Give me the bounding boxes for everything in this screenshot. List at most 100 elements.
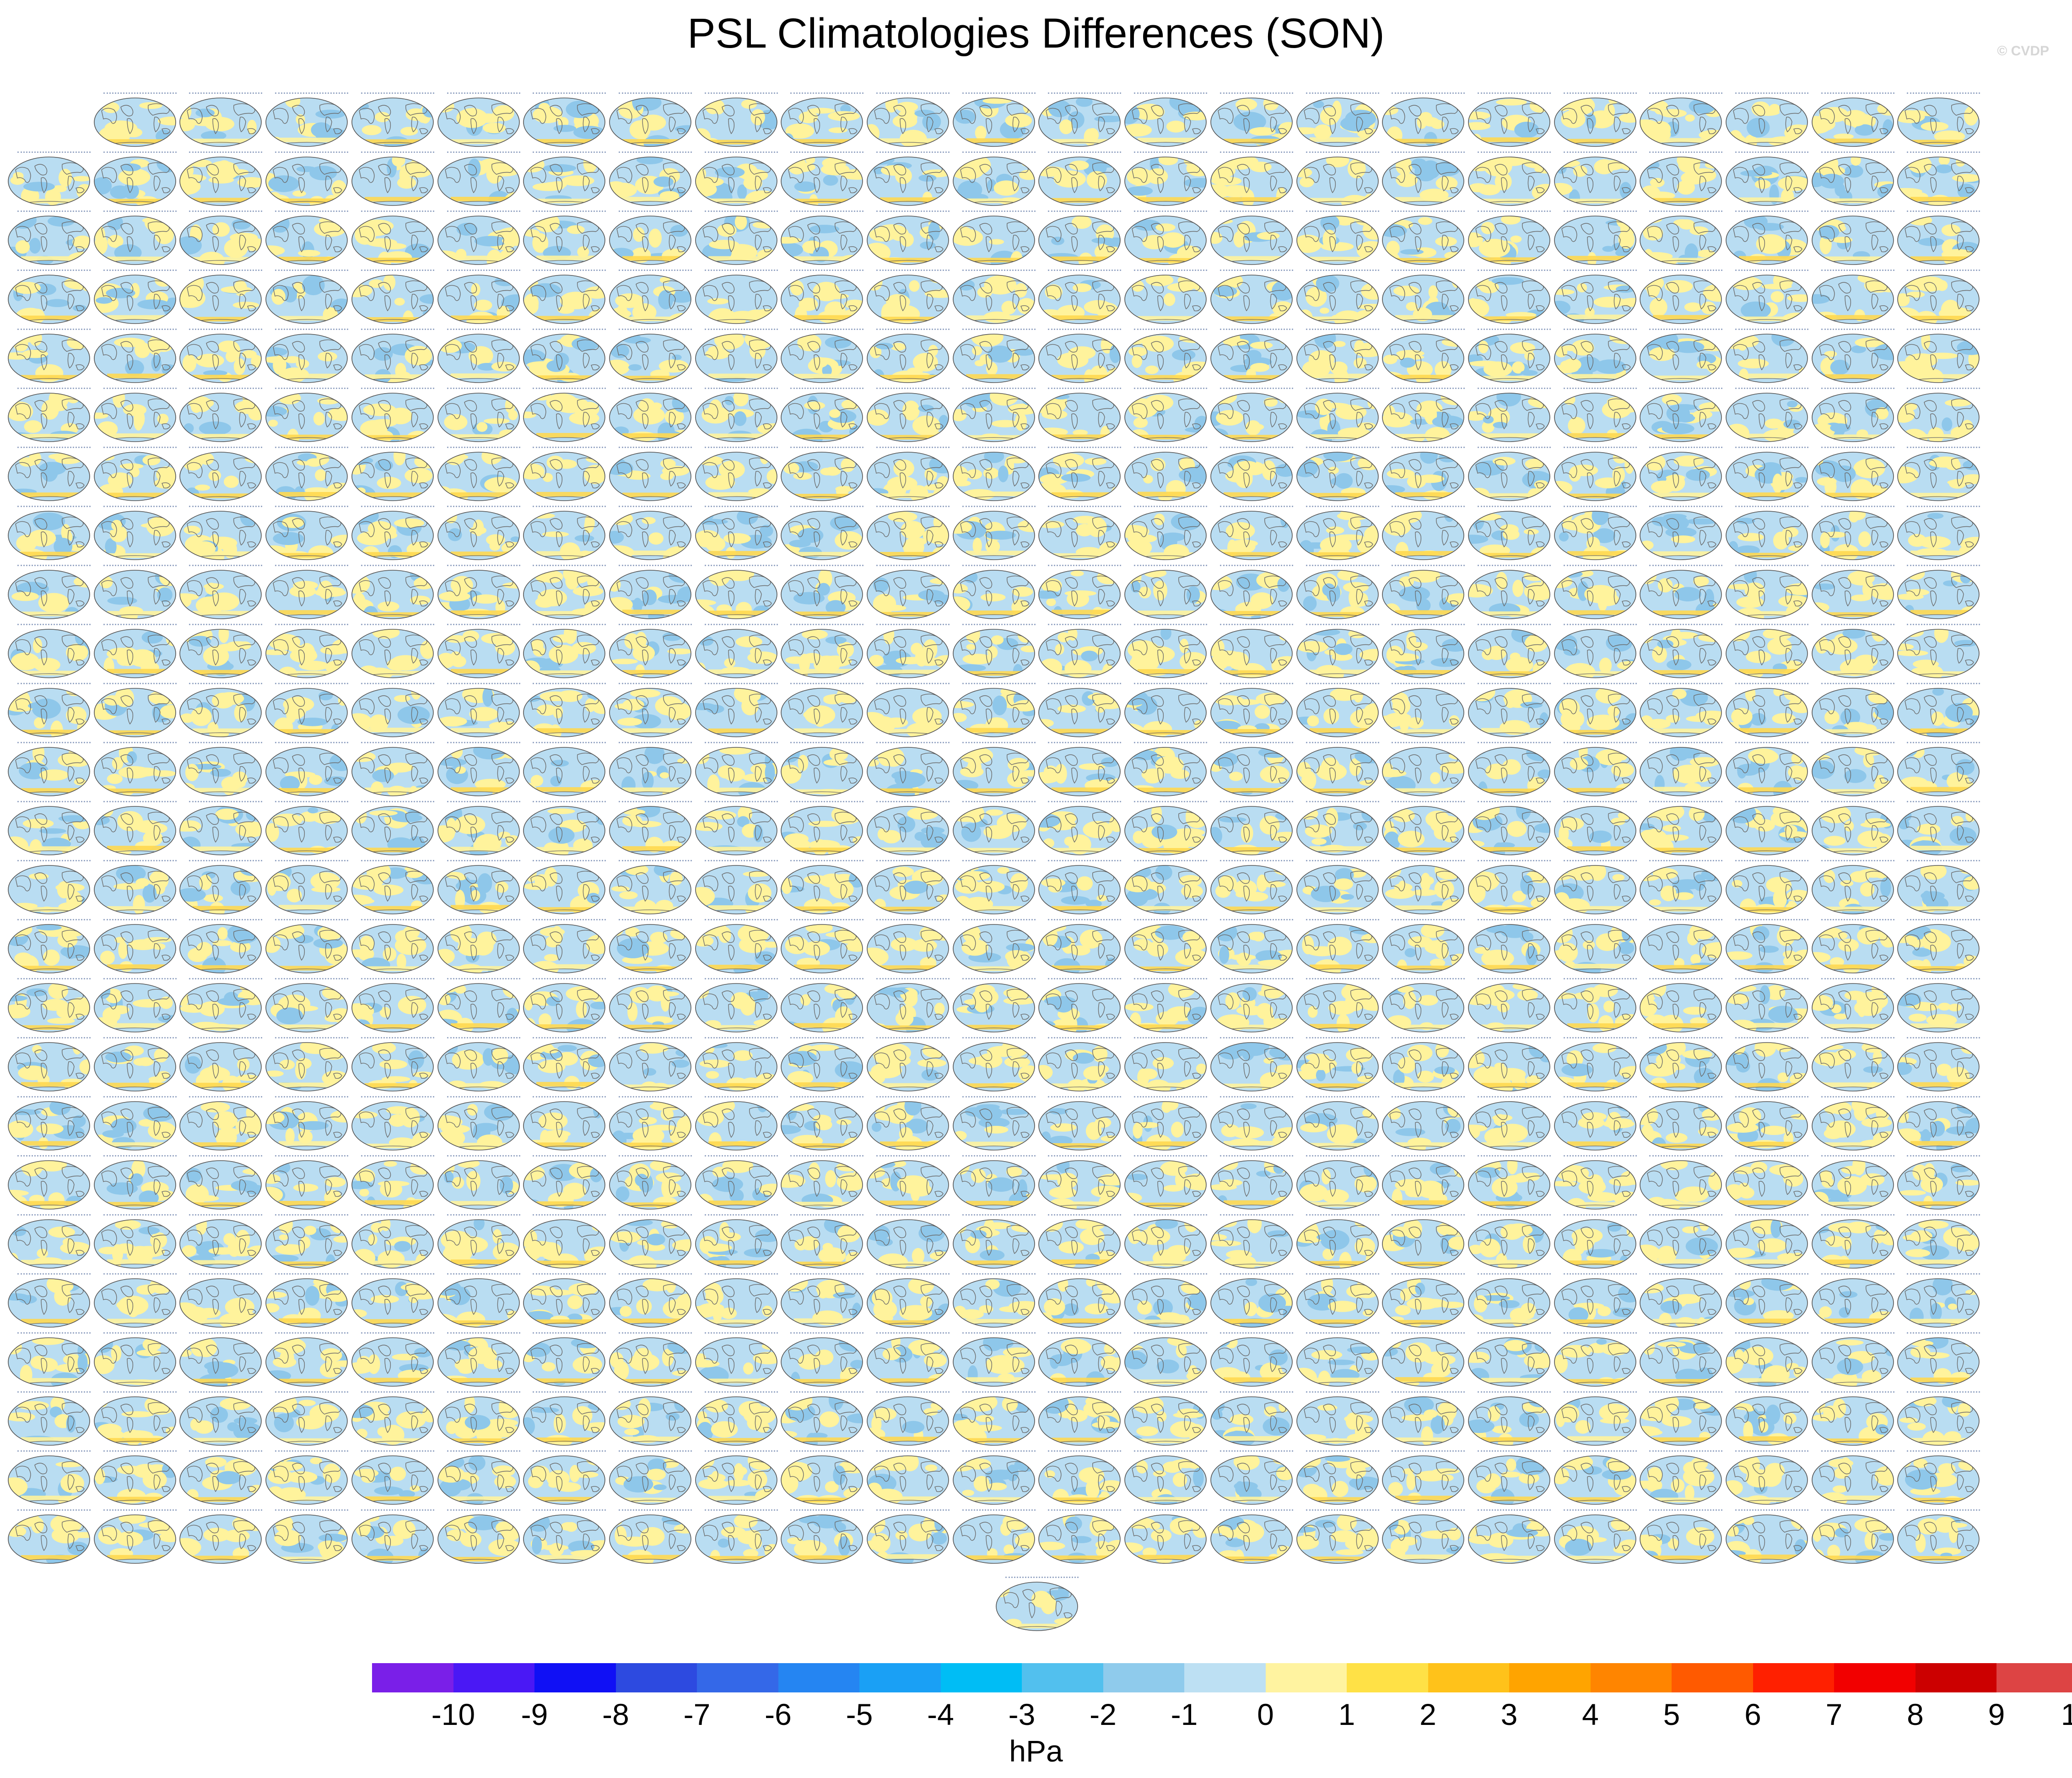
map-panel bbox=[1893, 623, 1985, 680]
globe-map bbox=[1038, 1278, 1121, 1328]
panel-title bbox=[103, 1509, 177, 1515]
globe-map bbox=[351, 865, 434, 914]
panel-title bbox=[533, 211, 606, 216]
panel-title bbox=[1735, 388, 1808, 393]
globe-map bbox=[1812, 1160, 1894, 1210]
map-panel bbox=[1292, 564, 1384, 621]
globe-map bbox=[179, 1396, 262, 1446]
globe-map bbox=[351, 1337, 434, 1387]
panel-title bbox=[1392, 329, 1465, 334]
globe-map bbox=[523, 570, 605, 619]
map-panel bbox=[1893, 1331, 1985, 1388]
globe-map bbox=[1554, 216, 1636, 265]
map-panel bbox=[433, 1449, 525, 1506]
map-panel bbox=[949, 1390, 1040, 1447]
globe-map bbox=[437, 1160, 520, 1210]
globe-map bbox=[609, 1042, 691, 1092]
panel-title bbox=[447, 1096, 520, 1102]
map-panel bbox=[1721, 859, 1813, 916]
map-panel bbox=[261, 918, 353, 975]
map-panel bbox=[1808, 1331, 1899, 1388]
map-panel bbox=[777, 269, 868, 325]
globe-map bbox=[8, 511, 90, 560]
globe-map bbox=[1124, 334, 1207, 383]
globe-map bbox=[94, 1455, 176, 1505]
panel-title bbox=[1392, 1037, 1465, 1043]
globe-map bbox=[523, 275, 605, 324]
colorbar-tick-label: 5 bbox=[1663, 1697, 1680, 1731]
map-panel bbox=[1292, 859, 1384, 916]
colorbar-box bbox=[534, 1663, 616, 1692]
map-panel bbox=[1378, 505, 1469, 562]
colorbar-box bbox=[859, 1663, 941, 1692]
map-panel bbox=[1721, 269, 1813, 325]
panel-title bbox=[790, 919, 863, 924]
panel-title bbox=[1220, 151, 1293, 157]
panel-title bbox=[962, 329, 1036, 334]
map-panel bbox=[1808, 918, 1899, 975]
globe-map bbox=[437, 1337, 520, 1387]
map-panel bbox=[777, 682, 868, 739]
globe-map bbox=[179, 865, 262, 914]
map-panel bbox=[1378, 92, 1469, 148]
panel-title bbox=[275, 1273, 348, 1279]
panel-title bbox=[962, 1214, 1036, 1220]
map-panel bbox=[1808, 269, 1899, 325]
colorbar-tick-label: 4 bbox=[1582, 1697, 1599, 1731]
map-panel bbox=[605, 1390, 696, 1447]
map-panel bbox=[863, 1154, 954, 1211]
globe-map bbox=[1897, 1396, 1980, 1446]
globe-map bbox=[8, 275, 90, 324]
map-panel bbox=[519, 1095, 610, 1152]
globe-map bbox=[8, 747, 90, 796]
panel-title bbox=[361, 329, 434, 334]
globe-map bbox=[265, 924, 348, 973]
globe-map bbox=[1038, 747, 1121, 796]
globe-map bbox=[94, 688, 176, 737]
globe-map bbox=[1038, 216, 1121, 265]
panel-title bbox=[705, 447, 778, 452]
panel-title bbox=[1220, 506, 1293, 511]
map-panel bbox=[261, 446, 353, 503]
map-panel bbox=[347, 859, 439, 916]
globe-map bbox=[94, 393, 176, 442]
panel-title bbox=[1564, 919, 1637, 924]
map-panel bbox=[1206, 1390, 1298, 1447]
globe-map bbox=[8, 629, 90, 678]
globe-map bbox=[1468, 1337, 1550, 1387]
panel-title bbox=[103, 978, 177, 984]
panel-title bbox=[189, 978, 262, 984]
globe-map bbox=[94, 1042, 176, 1092]
map-panel bbox=[1635, 1036, 1727, 1093]
panel-title bbox=[1564, 1096, 1637, 1102]
panel-title bbox=[533, 329, 606, 334]
map-panel bbox=[949, 623, 1040, 680]
colorbar-tick-label: -6 bbox=[765, 1697, 792, 1731]
panel-title bbox=[1735, 683, 1808, 688]
map-panel bbox=[1721, 210, 1813, 266]
globe-map bbox=[265, 275, 348, 324]
map-panel bbox=[519, 328, 610, 384]
panel-title bbox=[1306, 1391, 1379, 1397]
globe-map bbox=[1210, 1042, 1293, 1092]
panel-title bbox=[1735, 565, 1808, 570]
globe-map bbox=[1382, 747, 1464, 796]
globe-map bbox=[351, 983, 434, 1032]
globe-map bbox=[953, 865, 1035, 914]
map-panel bbox=[1378, 151, 1469, 207]
panel-title bbox=[1478, 624, 1551, 629]
map-panel bbox=[1464, 1154, 1555, 1211]
panel-title bbox=[1735, 92, 1808, 98]
map-panel bbox=[261, 269, 353, 325]
globe-map bbox=[953, 1455, 1035, 1505]
panel-title bbox=[619, 919, 692, 924]
globe-map bbox=[265, 1219, 348, 1269]
map-panel bbox=[1034, 682, 1126, 739]
map-panel bbox=[1550, 1508, 1641, 1565]
map-panel bbox=[605, 92, 696, 148]
map-panel bbox=[1893, 210, 1985, 266]
panel-title bbox=[1220, 1214, 1293, 1220]
panel-title bbox=[1306, 1037, 1379, 1043]
globe-map bbox=[523, 1396, 605, 1446]
panel-title bbox=[103, 919, 177, 924]
